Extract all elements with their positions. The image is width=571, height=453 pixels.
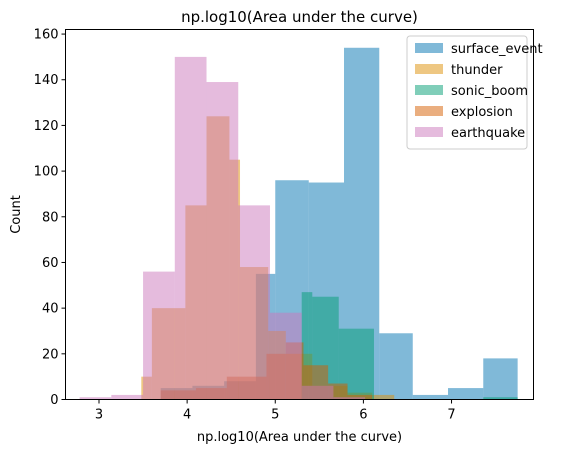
- x-tick-label-3: 6: [359, 408, 367, 423]
- bar-earthquake-3: [174, 56, 207, 400]
- x-axis-ticks: 3 4 5 6 7: [95, 399, 456, 423]
- y-axis-ticks: 0 20 40 60 80 100 120 140 160: [34, 28, 66, 408]
- bar-surface_event-10: [483, 358, 518, 400]
- x-tick-label-0: 3: [95, 408, 103, 423]
- y-tick-label-3: 60: [42, 256, 59, 271]
- bar-earthquake-5: [238, 205, 270, 400]
- bar-sonic_boom-3: [483, 397, 518, 400]
- chart-title: np.log10(Area under the curve): [181, 8, 418, 26]
- y-axis-label: Count: [9, 195, 24, 234]
- y-tick-label-6: 120: [34, 119, 59, 134]
- bar-thunder-10: [372, 394, 395, 400]
- legend-label-explosion: explosion: [451, 105, 513, 120]
- legend-swatch-explosion: [415, 106, 443, 116]
- y-tick-label-0: 0: [50, 393, 58, 408]
- legend-label-earthquake: earthquake: [451, 126, 525, 141]
- bars-layer: [79, 47, 518, 400]
- bar-earthquake-8: [333, 397, 366, 400]
- bar-surface_event-8: [412, 394, 449, 400]
- bar-surface_event-7: [379, 333, 413, 400]
- legend-label-thunder: thunder: [451, 63, 503, 78]
- y-tick-label-1: 20: [42, 347, 59, 362]
- legend-swatch-earthquake: [415, 127, 443, 137]
- legend-swatch-thunder: [415, 64, 443, 74]
- bar-earthquake-0: [79, 397, 112, 400]
- bar-sonic_boom-0: [301, 292, 313, 400]
- legend-swatch-sonic_boom: [415, 85, 443, 95]
- legend-label-sonic_boom: sonic_boom: [451, 84, 528, 99]
- x-axis-label: np.log10(Area under the curve): [197, 430, 402, 445]
- x-tick-label-1: 4: [183, 408, 191, 423]
- bar-earthquake-6: [269, 312, 302, 400]
- legend-label-surface_event: surface_event: [451, 42, 543, 57]
- x-tick-label-4: 7: [447, 408, 455, 423]
- x-tick-label-2: 5: [271, 408, 279, 423]
- y-tick-label-7: 140: [34, 73, 59, 88]
- y-tick-label-2: 40: [42, 302, 59, 317]
- y-tick-label-8: 160: [34, 28, 59, 43]
- bar-earthquake-1: [111, 394, 144, 400]
- bar-earthquake-7: [301, 385, 334, 400]
- bar-earthquake-2: [143, 271, 175, 400]
- plot-frame: [65, 29, 534, 400]
- legend-swatch-surface_event: [415, 43, 443, 53]
- y-tick-label-5: 100: [34, 165, 59, 180]
- y-tick-label-4: 80: [42, 210, 59, 225]
- bar-earthquake-4: [206, 82, 239, 400]
- bar-surface_event-9: [448, 388, 484, 400]
